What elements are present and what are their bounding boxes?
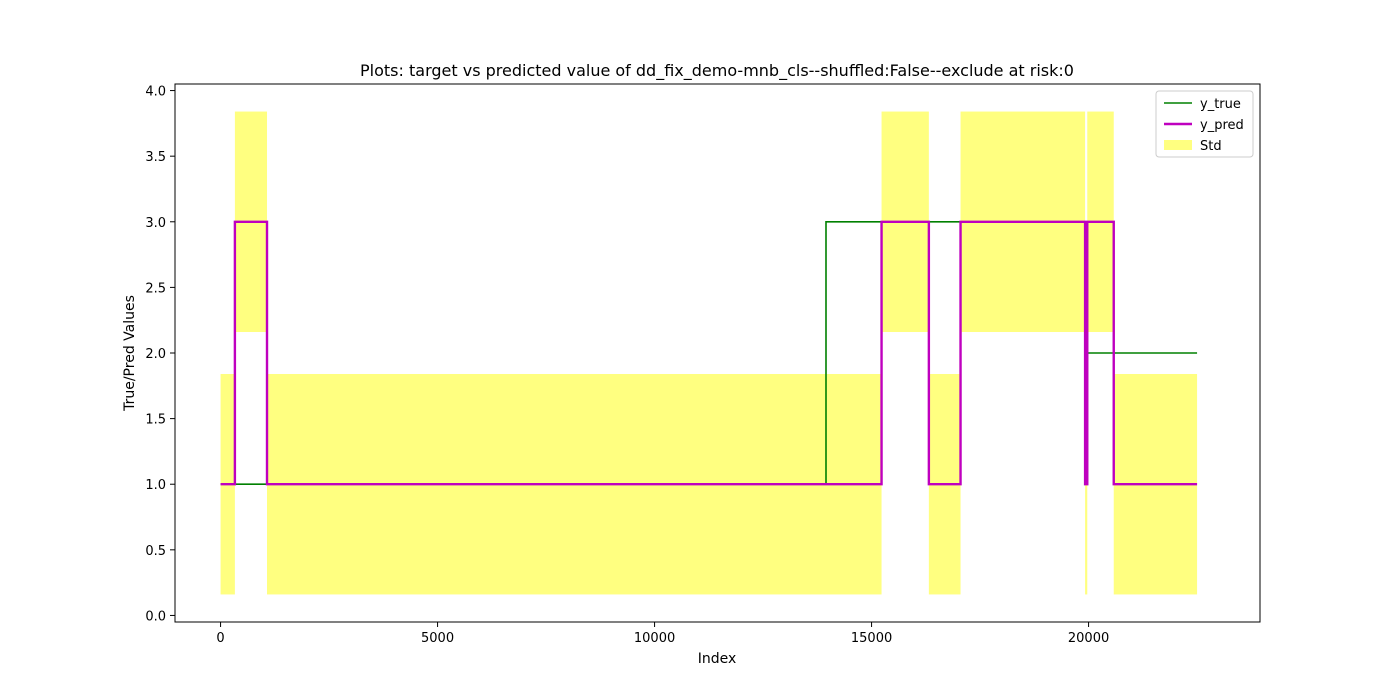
x-tick-label: 5000 — [421, 631, 454, 646]
x-tick-label: 10000 — [634, 631, 675, 646]
x-axis-label: Index — [698, 651, 737, 667]
legend-label-y-true: y_true — [1200, 97, 1241, 112]
x-axis: 0 5000 10000 15000 20000 — [216, 622, 1109, 646]
legend: y_true y_pred Std — [1155, 90, 1254, 158]
legend-swatch-std — [1164, 140, 1192, 150]
x-tick-label: 15000 — [851, 631, 892, 646]
y-tick-label: 0.5 — [145, 544, 166, 559]
series-line-y-pred — [220, 220, 1198, 486]
y-tick-label: 2.5 — [145, 281, 166, 296]
x-tick-label: 20000 — [1068, 631, 1109, 646]
y-tick-label: 0.0 — [145, 609, 166, 624]
y-tick-label: 3.0 — [145, 216, 166, 231]
y-tick-label: 1.5 — [145, 413, 166, 428]
x-tick-label: 0 — [216, 631, 224, 646]
y-axis: 0.0 0.5 1.0 1.5 2.0 2.5 3.0 3.5 4.0 — [145, 85, 175, 624]
chart-title: Plots: target vs predicted value of dd_f… — [360, 61, 1074, 81]
y-axis-label: True/Pred Values — [122, 295, 138, 412]
legend-label-y-pred: y_pred — [1200, 118, 1244, 133]
y-tick-label: 1.0 — [145, 478, 166, 493]
legend-label-std: Std — [1200, 139, 1222, 154]
y-tick-label: 4.0 — [145, 85, 166, 100]
y-tick-label: 3.5 — [145, 150, 166, 165]
y-tick-label: 2.0 — [145, 347, 166, 362]
series-lines — [220, 220, 1198, 486]
